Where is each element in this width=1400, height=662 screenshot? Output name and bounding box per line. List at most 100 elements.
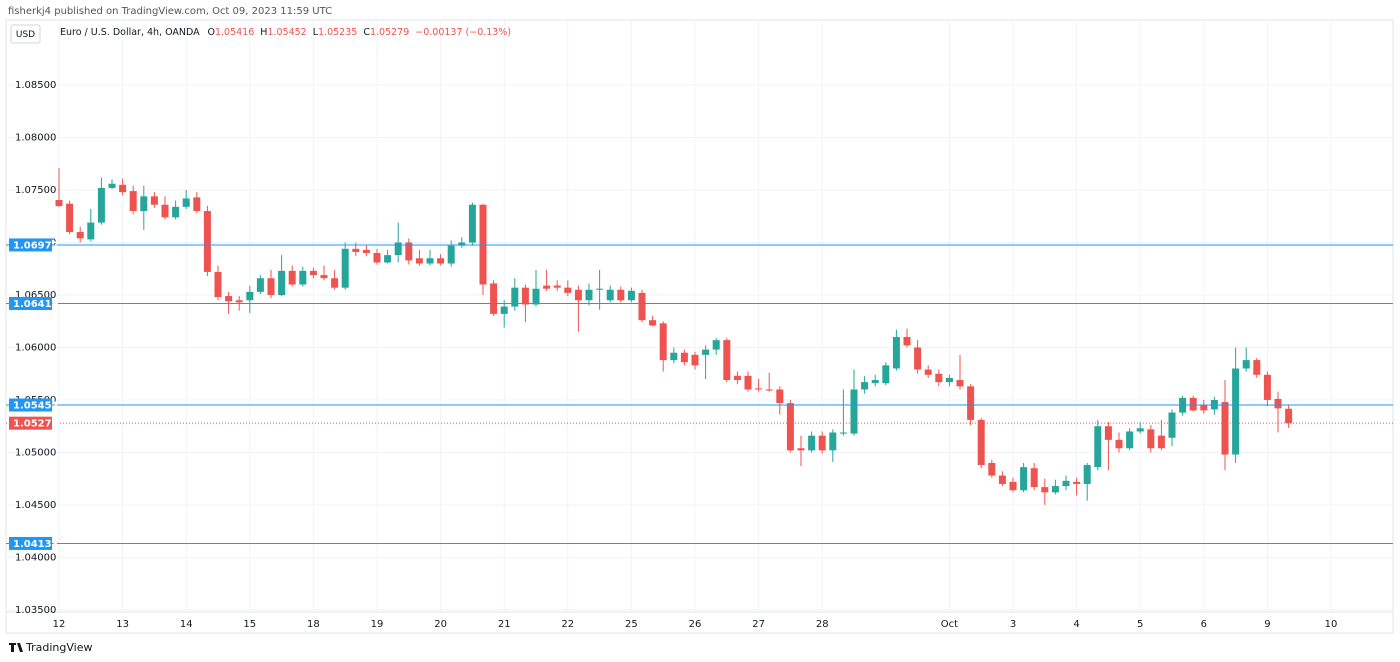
- legend-key: C: [363, 27, 370, 38]
- candle-body: [606, 289, 614, 301]
- level-label-bg: [9, 536, 52, 550]
- candle-body: [225, 296, 233, 302]
- y-tick-label: 1.06500: [15, 290, 56, 301]
- legend-key: H: [260, 27, 267, 38]
- candle-body: [394, 242, 402, 256]
- x-tick-label: 25: [625, 619, 638, 630]
- currency-button[interactable]: [10, 24, 41, 44]
- candle-body: [235, 300, 243, 303]
- price-label-bg: [9, 416, 52, 430]
- level-label: 1.05452: [13, 401, 59, 412]
- candle-body: [203, 211, 211, 272]
- x-tick-label: 5: [1137, 619, 1143, 630]
- candle-body: [1083, 465, 1091, 484]
- candle-body: [246, 291, 254, 301]
- candle-body: [532, 288, 540, 305]
- legend-change: −0.00137 (−0.13%): [415, 27, 511, 38]
- candle-body: [426, 258, 434, 264]
- x-tick-label: 10: [1325, 619, 1338, 630]
- candle-body: [331, 278, 339, 288]
- ohlc-legend: Euro / U.S. Dollar, 4h, OANDA O1.05416 H1.…: [60, 27, 511, 38]
- candle-body: [468, 204, 476, 243]
- candle-body: [320, 275, 328, 279]
- y-tick-label: 1.08000: [15, 133, 56, 144]
- legend-value: 1.05279: [370, 27, 409, 38]
- x-tick-label: 28: [816, 619, 829, 630]
- candle-body: [1020, 467, 1028, 491]
- candle-body: [1094, 426, 1102, 468]
- candle-body: [129, 191, 137, 212]
- candle-body: [1051, 486, 1059, 493]
- candle-body: [1062, 480, 1070, 487]
- candle-body: [574, 289, 582, 301]
- candle-body: [638, 292, 646, 321]
- candle-body: [702, 349, 710, 355]
- candle-body: [55, 200, 63, 206]
- currency-label: USD: [16, 30, 35, 40]
- candle-body: [1200, 405, 1208, 411]
- candle-body: [108, 183, 116, 188]
- candle-body: [776, 389, 784, 404]
- candle-body: [511, 287, 519, 307]
- chart-frame: [5, 19, 1394, 634]
- candle-body: [808, 435, 816, 451]
- candle-body: [1274, 398, 1282, 409]
- y-tick-label: 1.04500: [15, 500, 56, 511]
- footer-brand: TradingView: [25, 641, 92, 654]
- candle-body: [97, 187, 105, 223]
- candle-body: [66, 203, 74, 233]
- y-tick-label: 1.03500: [15, 605, 56, 616]
- candle-body: [341, 248, 349, 288]
- candle-body: [150, 196, 158, 205]
- candle-body: [553, 285, 561, 288]
- overlay: 1.035001.040001.045001.050001.055001.060…: [6, 80, 1393, 630]
- y-tick-label: 1.07500: [15, 185, 56, 196]
- candle-body: [1263, 374, 1271, 400]
- legend-symbol: Euro / U.S. Dollar, 4h, OANDA: [60, 27, 200, 38]
- candle-body: [415, 258, 423, 264]
- candle-body: [670, 352, 678, 361]
- level-label-bg: [9, 398, 52, 412]
- candle-body: [309, 270, 317, 276]
- x-tick-label: 4: [1073, 619, 1079, 630]
- candle-body: [437, 258, 445, 264]
- legend-value: 1.05452: [267, 27, 306, 38]
- candle-body: [1073, 481, 1081, 484]
- candle-body: [362, 249, 370, 254]
- candle-body: [818, 435, 826, 451]
- candle-body: [617, 289, 625, 301]
- candle-body: [1104, 426, 1112, 440]
- legend-value: 1.05235: [318, 27, 357, 38]
- x-tick-label: Oct: [941, 619, 958, 630]
- candle-body: [1136, 428, 1144, 432]
- candle-body: [1253, 360, 1261, 375]
- candle-body: [755, 388, 763, 390]
- candle-body: [521, 287, 529, 305]
- candle-body: [723, 340, 731, 381]
- candle-body: [892, 336, 900, 369]
- candle-body: [1126, 431, 1134, 449]
- legend-key: O: [208, 27, 215, 38]
- candle-body: [765, 389, 773, 391]
- candle-body: [680, 352, 688, 363]
- candle-body: [903, 336, 911, 346]
- candle-body: [458, 242, 466, 246]
- level-label: 1.06977: [13, 240, 59, 251]
- candle-body: [733, 375, 741, 381]
- candle-body: [977, 419, 985, 466]
- x-tick-label: 19: [371, 619, 384, 630]
- x-tick-label: 9: [1264, 619, 1270, 630]
- candle-body: [384, 255, 392, 263]
- candle-body: [182, 198, 190, 207]
- candle-body: [1168, 412, 1176, 438]
- candle-body: [627, 290, 635, 301]
- x-tick-label: 15: [243, 619, 256, 630]
- level-label: 1.06419: [13, 299, 59, 310]
- candle-body: [1221, 402, 1229, 455]
- candle-body: [1242, 360, 1250, 369]
- candle-body: [924, 369, 932, 375]
- candle-body: [659, 323, 667, 361]
- candle-body: [1147, 429, 1155, 449]
- level-label-bg: [9, 297, 52, 311]
